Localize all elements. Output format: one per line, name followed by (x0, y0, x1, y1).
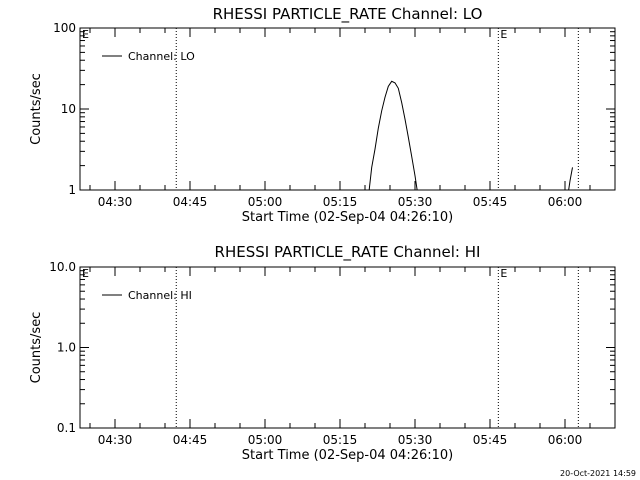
y-tick-label: 1.0 (57, 341, 76, 355)
x-tick-label: 05:30 (398, 195, 433, 209)
y-tick-label: 0.1 (57, 421, 76, 435)
legend-label: Channel: LO (128, 50, 195, 63)
x-tick-label: 05:00 (248, 195, 283, 209)
event-marker-label: E (500, 28, 507, 41)
chart-panel-2: RHESSI PARTICLE_RATE Channel: HI 04:30 04:… (29, 243, 616, 463)
x-tick-label: 05:00 (248, 433, 283, 447)
x-tick-label: 05:45 (473, 433, 508, 447)
footer-timestamp: 20-Oct-2021 14:59 (560, 469, 636, 478)
y-axis-label: Counts/sec (29, 312, 44, 384)
x-tick-label: 04:45 (173, 195, 208, 209)
event-marker-label: E (500, 267, 507, 280)
y-tick-label: 100 (53, 21, 76, 35)
event-marker-label: E (82, 28, 89, 41)
chart-title: RHESSI PARTICLE_RATE Channel: HI (215, 243, 481, 262)
legend-label: Channel: HI (128, 289, 192, 302)
chart-panel-1: RHESSI PARTICLE_RATE Channel: LO 04:30 04:… (29, 5, 616, 225)
x-tick-label: 05:45 (473, 195, 508, 209)
x-tick-label: 04:30 (98, 433, 133, 447)
x-tick-label: 05:30 (398, 433, 433, 447)
event-marker-label: E (82, 267, 89, 280)
y-tick-label: 10.0 (49, 260, 76, 274)
x-tick-label: 04:30 (98, 195, 133, 209)
x-tick-label: 06:00 (548, 433, 583, 447)
x-axis-label: Start Time (02-Sep-04 04:26:10) (242, 448, 453, 463)
x-tick-label: 05:15 (323, 433, 358, 447)
x-axis-label: Start Time (02-Sep-04 04:26:10) (242, 210, 453, 225)
x-tick-label: 06:00 (548, 195, 583, 209)
x-tick-label: 04:45 (173, 433, 208, 447)
series-line (368, 80, 573, 190)
y-axis-label: Counts/sec (29, 73, 44, 145)
y-tick-label: 1 (68, 183, 76, 197)
chart-title: RHESSI PARTICLE_RATE Channel: LO (213, 5, 483, 24)
y-tick-label: 10 (61, 102, 76, 116)
x-tick-label: 05:15 (323, 195, 358, 209)
